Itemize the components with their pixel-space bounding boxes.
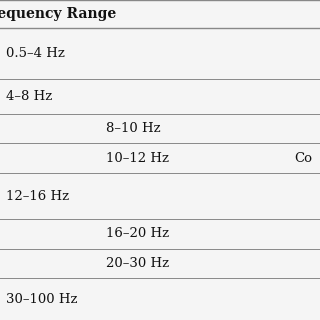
Text: 30–100 Hz: 30–100 Hz <box>6 293 78 306</box>
Text: 12–16 Hz: 12–16 Hz <box>6 189 69 203</box>
Text: Co: Co <box>294 152 312 165</box>
Text: 0.5–4 Hz: 0.5–4 Hz <box>6 47 65 60</box>
Text: 16–20 Hz: 16–20 Hz <box>106 228 169 241</box>
Text: 20–30 Hz: 20–30 Hz <box>106 257 169 270</box>
Text: 8–10 Hz: 8–10 Hz <box>106 122 160 135</box>
Text: 10–12 Hz: 10–12 Hz <box>106 152 169 165</box>
Text: 4–8 Hz: 4–8 Hz <box>6 90 53 103</box>
Text: requency Range: requency Range <box>0 7 117 21</box>
